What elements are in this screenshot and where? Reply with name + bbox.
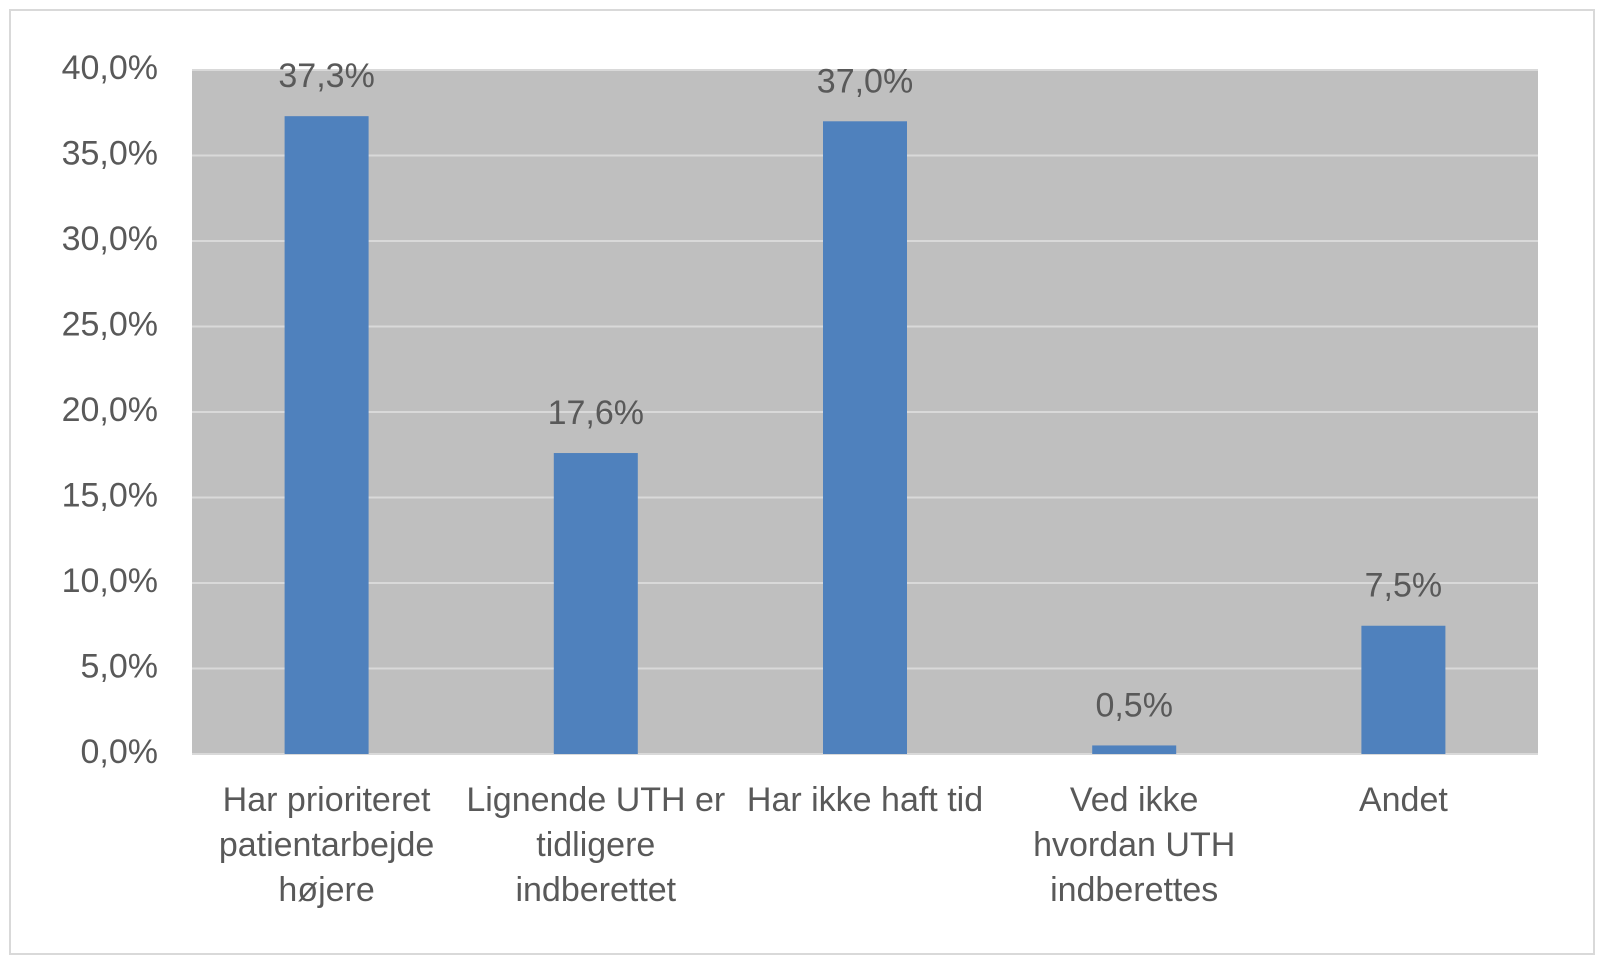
y-tick-label: 25,0% [62,305,158,343]
value-label: 0,5% [1095,686,1173,724]
y-tick-label: 30,0% [62,220,158,258]
bar [553,453,638,754]
y-tick-label: 15,0% [62,476,158,514]
value-label: 7,5% [1365,567,1443,605]
x-tick-label: Har prioriteret patientarbejde højere [218,781,435,909]
x-tick-label: Lignende UTH er tidligere indberettet [466,781,726,909]
y-tick-label: 10,0% [62,562,158,600]
x-tick-label: Ved ikke hvordan UTH indberettes [1033,781,1236,909]
x-tick-label: Har ikke haft tid [746,781,984,819]
x-tick-label: Andet [1358,781,1448,819]
value-label: 37,0% [817,62,913,100]
value-label: 37,3% [278,57,374,95]
y-tick-label: 40,0% [62,49,158,87]
y-tick-label: 20,0% [62,391,158,429]
y-tick-label: 5,0% [81,647,159,685]
value-label: 17,6% [548,394,644,432]
y-tick-label: 35,0% [62,134,158,172]
bar [1092,745,1177,754]
y-tick-label: 0,0% [81,733,159,771]
bar [1361,625,1446,754]
bar [284,116,369,755]
bar [823,121,907,755]
